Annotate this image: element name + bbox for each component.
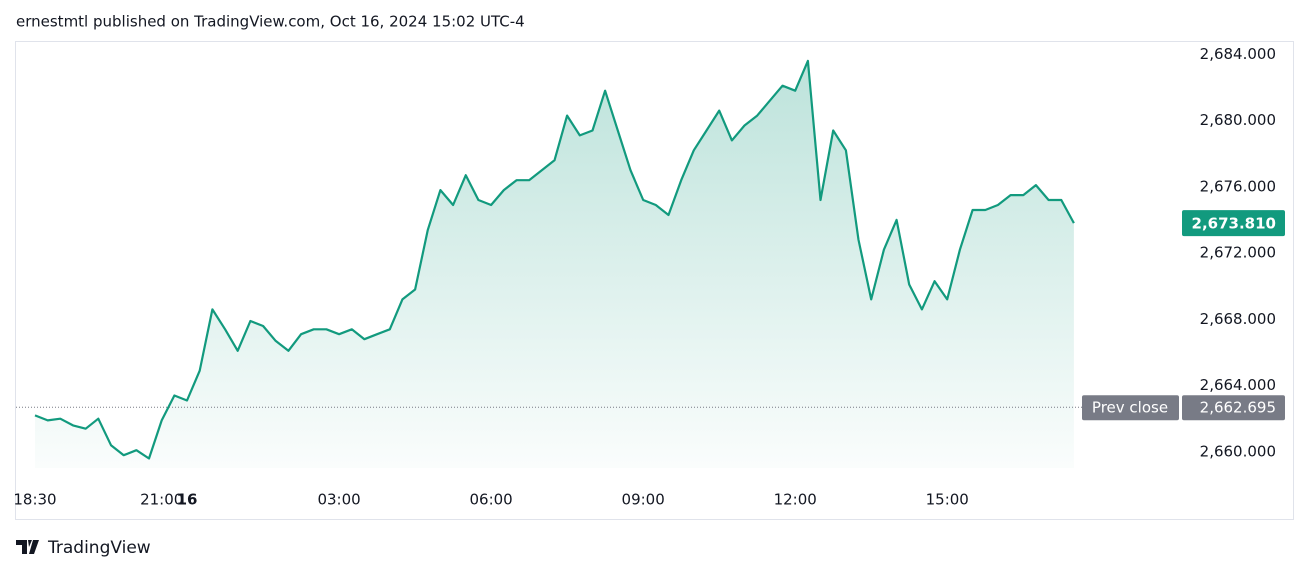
footer: TradingView (47, 538, 151, 558)
x-tick-label: 21:00 (140, 491, 183, 509)
prev-close-box (1182, 395, 1285, 421)
prev-close-name-box (1082, 395, 1179, 421)
x-tick-label: 06:00 (470, 491, 513, 509)
x-tick-label: 18:30 (13, 491, 56, 509)
x-tick-label: 12:00 (774, 491, 817, 509)
y-tick-label: 2,684.000 (1200, 45, 1276, 63)
x-tick-label: 09:00 (622, 491, 665, 509)
prev-close-label: 2,662.695 (1200, 399, 1276, 417)
x-tick-label: 03:00 (317, 491, 360, 509)
y-tick-label: 2,660.000 (1200, 442, 1276, 460)
last-price-box (1182, 210, 1285, 237)
logo: TradingView (16, 538, 151, 558)
prev-close-name: Prev close (1092, 399, 1168, 417)
area-fill (35, 60, 1074, 469)
x-tick-label: 15:00 (926, 491, 969, 509)
price-line (34, 59, 1075, 460)
last-price-label: 2,673.810 (1192, 215, 1276, 233)
y-tick-label: 2,664.000 (1200, 376, 1276, 394)
y-tick-label: 2,680.000 (1200, 111, 1276, 129)
x-tick-label: 16 (177, 491, 198, 509)
y-tick-label: 2,676.000 (1200, 177, 1276, 195)
header: ernestmtl published on TradingView.com, … (16, 13, 525, 31)
y-tick-label: 2,668.000 (1200, 310, 1276, 328)
chart-frame (15, 41, 1294, 520)
y-tick-label: 2,672.000 (1200, 244, 1276, 262)
